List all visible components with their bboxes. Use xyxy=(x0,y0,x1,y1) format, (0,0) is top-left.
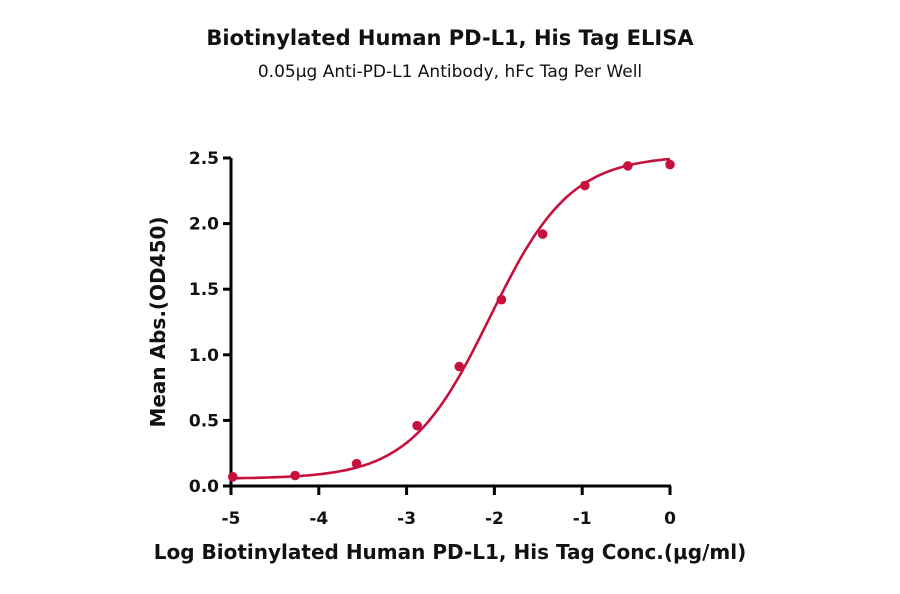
x-tick-label: -2 xyxy=(485,509,504,529)
data-point xyxy=(290,470,300,481)
y-tick-label: 2.5 xyxy=(189,149,219,169)
y-tick-label: 0.5 xyxy=(189,411,219,431)
x-axis-label: Log Biotinylated Human PD-L1, His Tag Co… xyxy=(153,540,747,564)
data-point xyxy=(580,180,590,191)
x-tick-label: -5 xyxy=(222,509,241,529)
x-tick-label: -4 xyxy=(309,509,328,529)
data-point xyxy=(351,458,362,469)
chart-title: Biotinylated Human PD-L1, His Tag ELISA xyxy=(206,26,694,50)
y-tick-label: 2.0 xyxy=(189,215,219,235)
data-point xyxy=(537,229,548,239)
data-points xyxy=(227,159,675,482)
x-tick-label: -1 xyxy=(573,509,592,529)
y-tick-label: 1.0 xyxy=(189,346,219,366)
x-tick-label: -3 xyxy=(397,509,416,529)
y-tick-label: 0.0 xyxy=(189,477,219,497)
data-point xyxy=(227,472,238,482)
data-point xyxy=(454,361,465,372)
x-tick-label: 0 xyxy=(664,509,676,529)
data-point xyxy=(496,294,507,305)
fit-curve xyxy=(230,157,671,480)
chart-subtitle: 0.05μg Anti-PD-L1 Antibody, hFc Tag Per … xyxy=(257,62,643,82)
y-tick-label: 1.5 xyxy=(189,280,219,300)
data-point xyxy=(623,161,633,171)
axes: 0.0 0.5 1.0 1.5 2.0 2.5 -5 -4 -3 -2 -1 0 xyxy=(189,149,676,529)
data-point xyxy=(412,420,422,431)
data-point xyxy=(665,159,675,170)
